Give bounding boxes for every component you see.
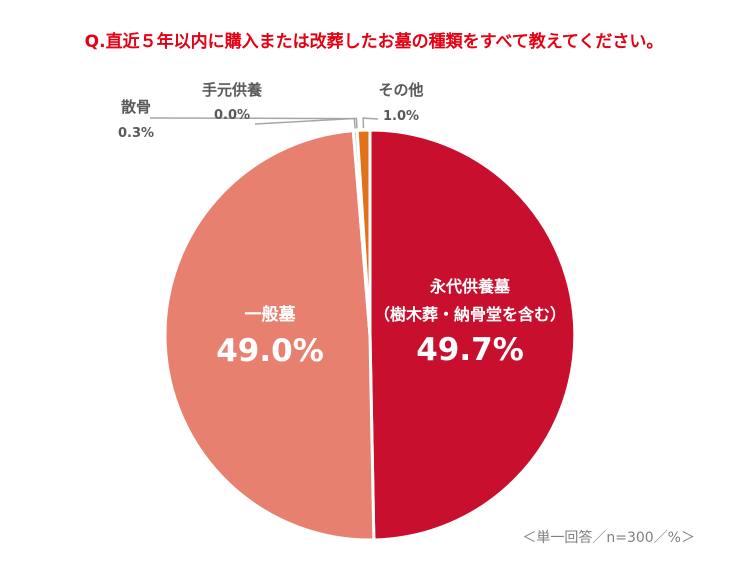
- pie-slice-1: [163, 129, 376, 542]
- slice-value-1: 49.0%: [216, 333, 324, 369]
- pie-slice-4: [355, 128, 372, 337]
- slice-label-4: その他: [378, 81, 423, 99]
- sample-note: ＜単一回答／n=300／%＞: [522, 529, 695, 546]
- slice-label-1-line-0: 一般墓: [245, 304, 297, 325]
- slice-value-3: 0.0%: [214, 108, 250, 123]
- pie-slice-0: [368, 128, 577, 542]
- slice-labels: 永代供養墓 （樹木葬・納骨堂を含む） 49.7% 一般墓 49.0% 散骨 0.3% 手元供養…: [118, 81, 566, 369]
- chart-title: Q.直近５年以内に購入または改葬したお墓の種類をすべて教えてください。: [85, 31, 664, 52]
- slice-label-0-line-0: 永代供養墓: [429, 277, 511, 296]
- slice-value-2: 0.3%: [118, 126, 154, 141]
- leader-lines: [149, 117, 379, 129]
- slice-value-0: 49.7%: [416, 332, 524, 368]
- leader-line-4: [362, 117, 379, 129]
- pie-slices: [163, 128, 577, 542]
- slice-label-2: 散骨: [121, 98, 151, 116]
- leader-line-3: [254, 117, 358, 129]
- slice-value-4: 1.0%: [383, 109, 419, 124]
- slice-label-0-line-1: （樹木葬・納骨堂を含む）: [374, 305, 566, 324]
- slice-label-3: 手元供養: [202, 81, 263, 99]
